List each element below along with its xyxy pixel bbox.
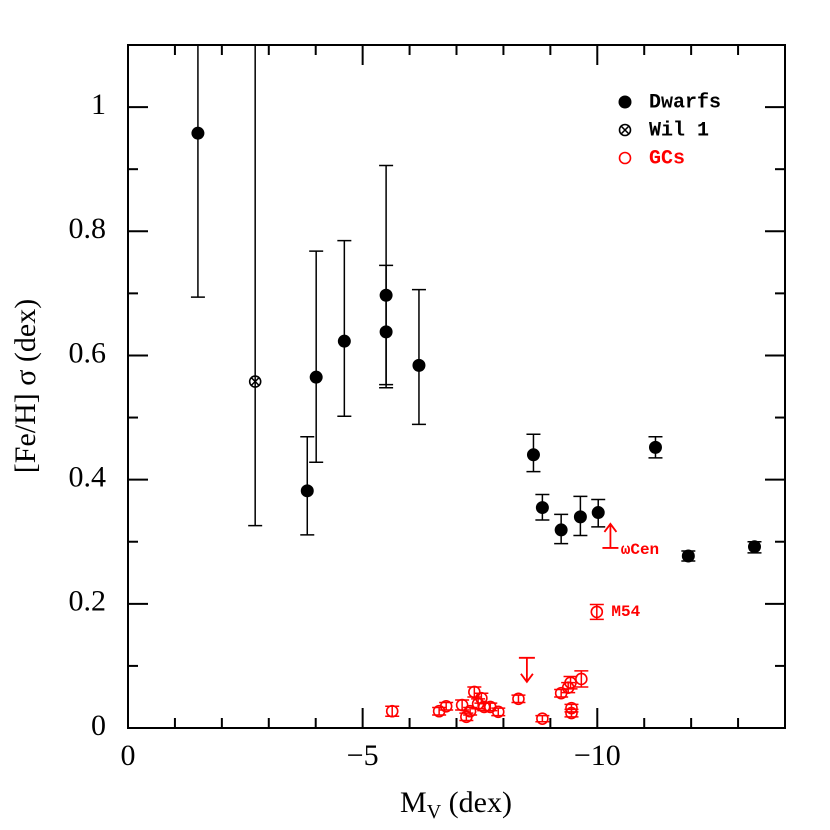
- point: [300, 484, 314, 498]
- legend-marker-cross: [620, 125, 630, 135]
- x-tick-label: −5: [347, 739, 379, 772]
- legend-label: Dwarfs: [649, 91, 721, 114]
- point: [468, 685, 481, 699]
- legend-marker: [618, 151, 632, 165]
- point: [385, 704, 399, 718]
- x-label-rest: (dex): [441, 786, 512, 819]
- error-bar: [248, 45, 263, 527]
- point: [337, 334, 351, 348]
- legend-marker: [618, 123, 632, 137]
- legend-marker: [618, 95, 632, 109]
- point: [439, 699, 453, 713]
- point: [309, 370, 323, 384]
- point: [379, 325, 393, 339]
- point: [648, 440, 662, 454]
- y-tick-label: 1: [91, 88, 106, 121]
- y-tick-label: 0.6: [69, 336, 107, 369]
- point: [681, 549, 695, 563]
- y-axis-label: [Fe/H] σ (dex): [9, 299, 42, 473]
- point-cross: [251, 377, 260, 386]
- point: [554, 523, 568, 537]
- point: [565, 706, 578, 720]
- x-tick-label: −10: [574, 739, 621, 772]
- point: [455, 698, 469, 712]
- point: [591, 506, 605, 520]
- point: [573, 510, 587, 524]
- point: [535, 501, 549, 515]
- point: [575, 672, 588, 686]
- y-tick-label: 0: [91, 709, 106, 742]
- point: [191, 126, 205, 140]
- x-axis-label: MV (dex): [400, 786, 512, 823]
- point: [512, 692, 525, 706]
- annotation: M54: [611, 603, 640, 621]
- point: [590, 605, 604, 619]
- point: [747, 540, 761, 554]
- y-tick-label: 0.2: [69, 585, 107, 618]
- y-tick-label: 0.4: [69, 461, 107, 494]
- point: [412, 358, 426, 372]
- limit-arrow: [518, 656, 535, 684]
- error-bar: [190, 45, 205, 298]
- legend-label: Wil 1: [649, 119, 709, 142]
- point: [526, 448, 540, 462]
- x-label-main: M: [400, 786, 427, 819]
- x-tick-label: 0: [121, 739, 136, 772]
- error-bar: [411, 288, 426, 426]
- limit-arrow: [602, 522, 619, 549]
- point: [491, 705, 505, 719]
- x-label-sub: V: [427, 801, 442, 823]
- error-bar: [309, 250, 324, 464]
- error-bar: [337, 239, 352, 418]
- annotation: ωCen: [621, 541, 659, 559]
- legend-label: GCs: [649, 147, 685, 170]
- y-tick-label: 0.8: [69, 212, 107, 245]
- point: [248, 375, 262, 388]
- plot-frame: [127, 44, 786, 729]
- point: [536, 712, 549, 725]
- point: [463, 704, 477, 718]
- point: [564, 676, 577, 689]
